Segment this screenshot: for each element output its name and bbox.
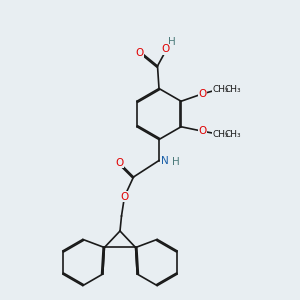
Text: O: O (161, 44, 169, 55)
Text: H: H (172, 157, 179, 167)
Text: O: O (199, 89, 207, 99)
Text: N: N (160, 155, 168, 166)
Text: O: O (199, 126, 207, 136)
Text: CH₃: CH₃ (225, 130, 241, 139)
Text: H: H (168, 37, 176, 47)
Text: O: O (120, 191, 129, 202)
Text: CH₃: CH₃ (212, 85, 229, 94)
Text: O: O (135, 47, 144, 58)
Text: CH₃: CH₃ (212, 130, 229, 139)
Text: CH₃: CH₃ (225, 85, 241, 94)
Text: O: O (115, 158, 124, 168)
